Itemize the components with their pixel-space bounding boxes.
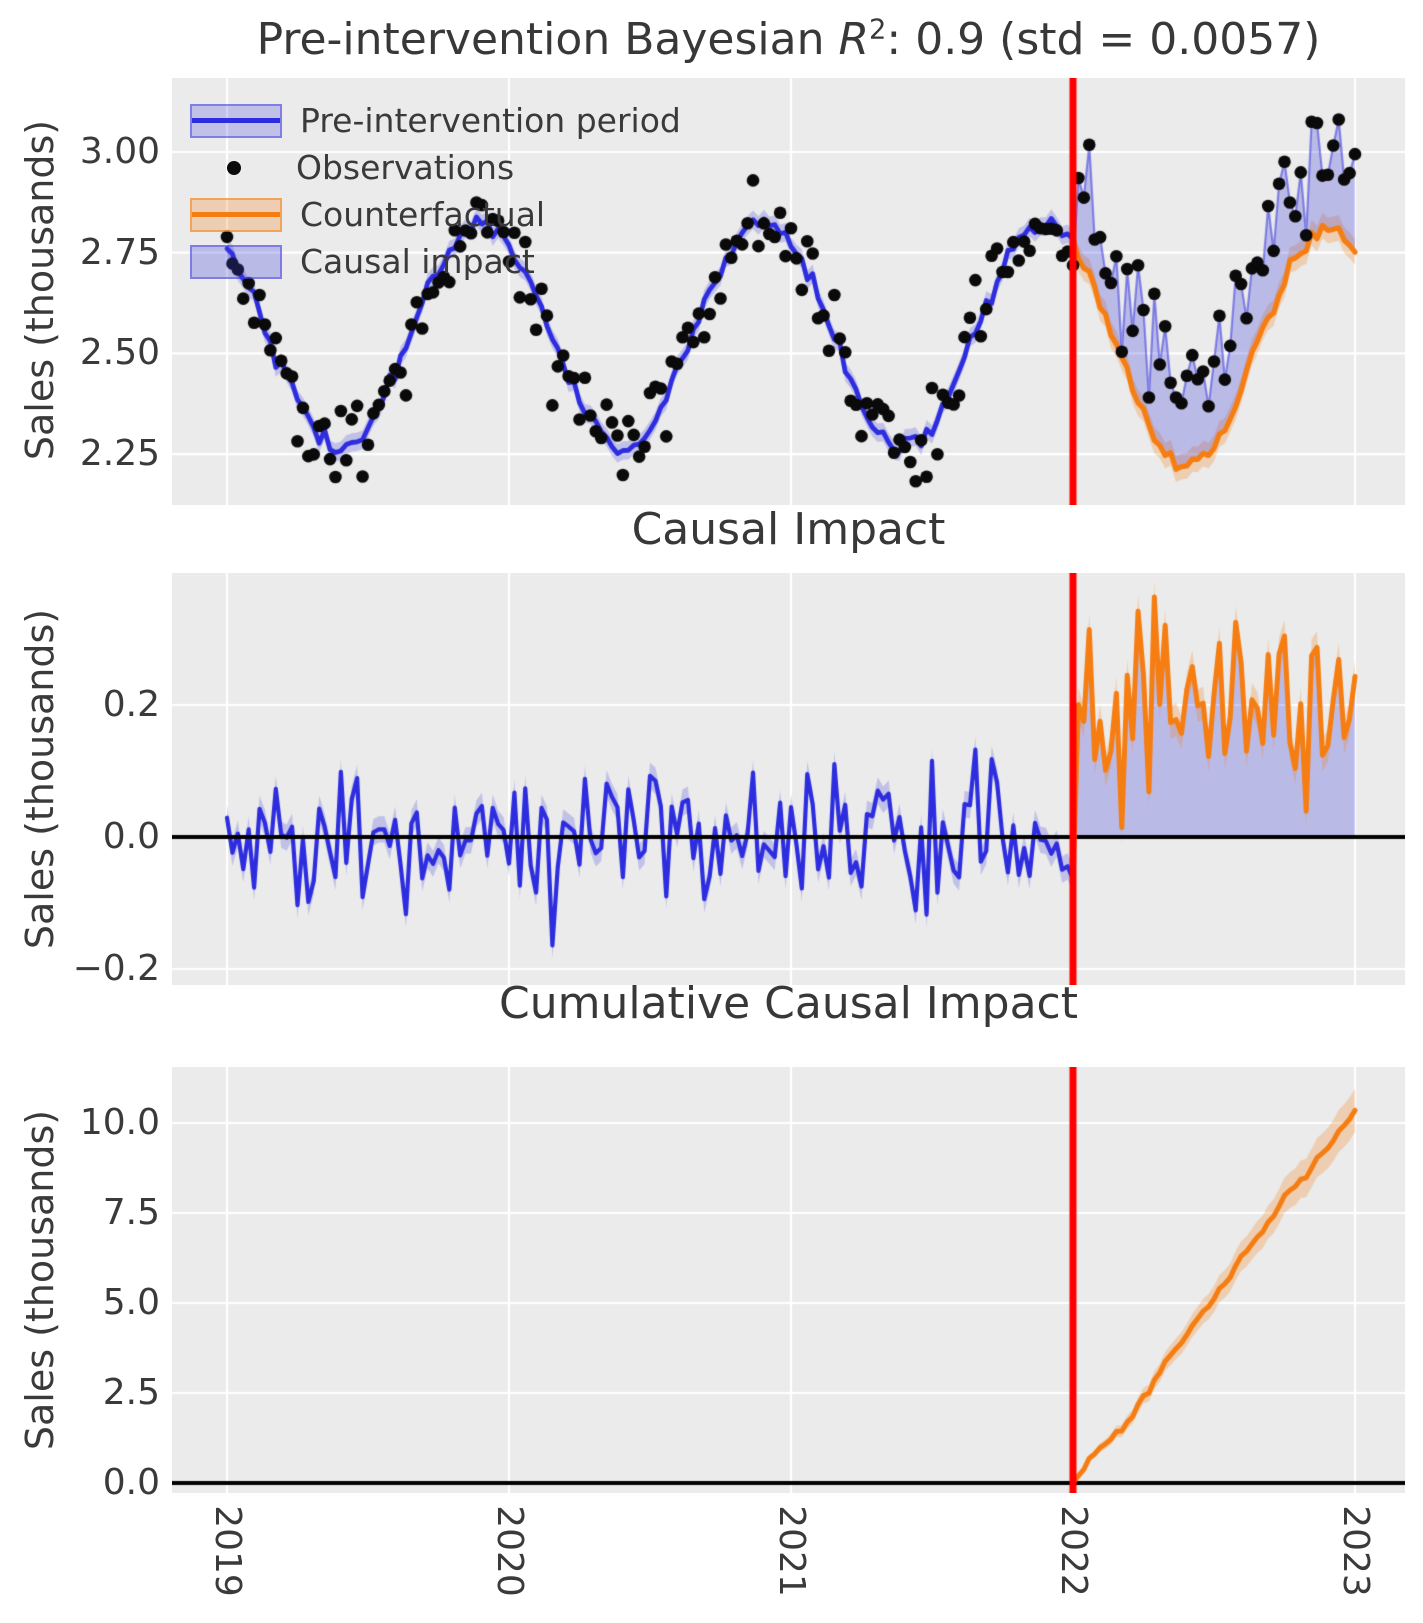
xtick-label-2023: 2023 bbox=[1335, 1505, 1376, 1597]
legend-item-counterfactual: Counterfactual bbox=[190, 191, 681, 238]
xtick-label-2020: 2020 bbox=[489, 1505, 530, 1597]
legend-item-pre-intervention: Pre-intervention period bbox=[190, 97, 681, 144]
top-ytick-label: 2.50 bbox=[79, 332, 160, 374]
middle-ytick-label: 0.2 bbox=[102, 684, 160, 725]
legend-item-causal-impact: Causal impact bbox=[190, 238, 681, 285]
bottom-ytick-label: 7.5 bbox=[102, 1192, 160, 1233]
middle-ytick-label: −0.2 bbox=[72, 948, 160, 989]
observation-dot-icon bbox=[227, 160, 241, 175]
xtick-label-2022: 2022 bbox=[1053, 1505, 1094, 1597]
middle-plot-area bbox=[172, 573, 1405, 985]
bottom-ytick-label: 2.5 bbox=[102, 1372, 160, 1413]
title-suffix: : 0.9 (std = 0.0057) bbox=[886, 14, 1321, 65]
legend-label-causal-impact: Causal impact bbox=[300, 242, 535, 281]
xtick-label-2019: 2019 bbox=[207, 1505, 248, 1597]
top-panel-title: Pre-intervention Bayesian R2: 0.9 (std =… bbox=[172, 14, 1405, 67]
legend-item-observations: Observations bbox=[190, 144, 681, 191]
bottom-plot-area bbox=[172, 1067, 1405, 1493]
middle-ytick-label: 0.0 bbox=[102, 816, 160, 857]
top-ytick-label: 3.00 bbox=[79, 131, 160, 172]
bottom-plot-canvas bbox=[172, 1067, 1405, 1493]
pre-intervention-band-swatch-icon bbox=[190, 103, 282, 138]
bottom-ytick-label: 10.0 bbox=[79, 1102, 160, 1143]
bottom-panel-title: Cumulative Causal Impact bbox=[499, 978, 1078, 1029]
top-plot-area bbox=[172, 78, 1405, 505]
legend-label-observations: Observations bbox=[296, 148, 515, 187]
counterfactual-line-icon bbox=[192, 212, 280, 217]
middle-panel-title: Causal Impact bbox=[631, 504, 946, 555]
pre-intervention-line-icon bbox=[192, 118, 280, 123]
title-prefix: Pre-intervention Bayesian bbox=[256, 14, 839, 65]
top-plot-canvas bbox=[172, 78, 1405, 505]
top-ytick-label: 2.25 bbox=[79, 433, 160, 475]
counterfactual-band-swatch-icon bbox=[190, 197, 282, 232]
bottom-ytick-label: 0.0 bbox=[102, 1462, 160, 1503]
causal-impact-fill-swatch-icon bbox=[190, 244, 282, 279]
title-r-symbol: R bbox=[838, 14, 870, 65]
legend-label-counterfactual: Counterfactual bbox=[300, 195, 546, 234]
top-ytick-label: 2.75 bbox=[79, 231, 160, 273]
title-r-exponent: 2 bbox=[869, 14, 887, 46]
observations-swatch-box bbox=[190, 153, 278, 183]
bottom-ytick-label: 5.0 bbox=[102, 1282, 160, 1323]
xtick-label-2021: 2021 bbox=[771, 1505, 812, 1597]
plot-legend: Pre-intervention period Observations Cou… bbox=[190, 97, 681, 285]
middle-plot-canvas bbox=[172, 573, 1405, 985]
legend-label-pre-intervention: Pre-intervention period bbox=[300, 101, 681, 140]
